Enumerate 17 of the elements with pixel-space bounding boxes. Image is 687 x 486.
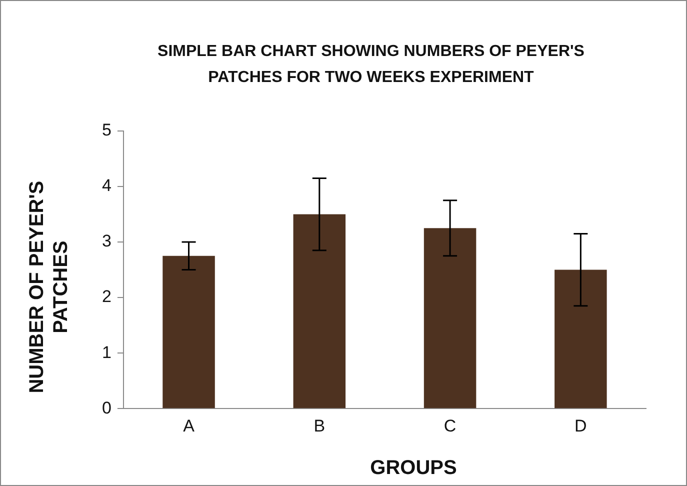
x-tick-label: B xyxy=(314,416,326,436)
y-tick-label: 1 xyxy=(102,342,112,362)
x-tick-label: A xyxy=(183,416,196,436)
y-axis-title: NUMBER OF PEYER'S PATCHES xyxy=(25,180,73,396)
x-tick-label: D xyxy=(574,416,587,436)
x-tick-label: C xyxy=(444,416,456,436)
y-tick-label: 0 xyxy=(102,398,112,418)
bar xyxy=(162,256,215,408)
x-axis-title: GROUPS xyxy=(369,457,458,480)
chart-title: SIMPLE BAR CHART SHOWING NUMBERS OF PEYER'S PATCHES FOR TWO WEEKS EXPERIMENT xyxy=(156,42,586,88)
bar xyxy=(424,228,476,408)
y-tick-label: 4 xyxy=(102,176,112,196)
bar xyxy=(293,214,346,408)
y-tick-label: 5 xyxy=(102,120,112,140)
bar xyxy=(554,270,607,408)
y-tick-label: 3 xyxy=(102,232,112,251)
y-tick-label: 2 xyxy=(102,287,112,306)
